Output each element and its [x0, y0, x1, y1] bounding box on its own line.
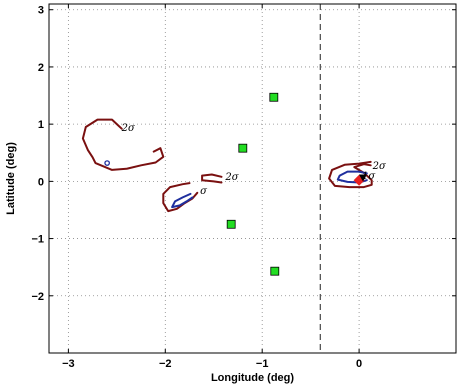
y-tick-label: −1 — [31, 234, 44, 246]
circle-marker — [104, 160, 110, 166]
contour-layer — [81, 118, 373, 213]
plot-background — [49, 4, 456, 353]
contour-2sigma — [201, 173, 223, 184]
square-marker — [238, 143, 248, 153]
x-tick-label: 0 — [356, 358, 362, 370]
x-tick-label: −2 — [159, 358, 172, 370]
y-tick-label: 0 — [38, 176, 44, 188]
contour-label: σ — [200, 186, 208, 197]
contour-label: 1σ — [362, 171, 376, 182]
triangle-marker — [358, 174, 367, 182]
plot-frame — [48, 3, 457, 354]
contour-label: 2σ — [224, 172, 239, 183]
x-tick-label: −3 — [62, 358, 75, 370]
square-marker — [269, 92, 279, 102]
contour-2sigma — [81, 118, 165, 171]
square-marker — [270, 266, 280, 276]
x-tick-label: −1 — [256, 358, 269, 370]
marker-layer — [104, 92, 367, 276]
contour-label: 2σ — [372, 161, 387, 172]
y-tick-label: −2 — [31, 291, 44, 303]
contour-label: 2σ — [121, 123, 136, 134]
square-marker — [226, 219, 236, 229]
y-tick-label: 2 — [38, 62, 44, 74]
y-tick-label: 1 — [38, 119, 44, 131]
y-axis-label: Latitude (deg) — [5, 142, 17, 215]
x-axis-label: Longitude (deg) — [211, 372, 294, 384]
y-tick-label: 3 — [38, 5, 44, 17]
contour-1sigma — [171, 192, 194, 209]
contour-2sigma — [328, 160, 373, 189]
tick-layer: −3 −2 −1 0 −2 −1 0 1 2 3 — [31, 4, 456, 370]
